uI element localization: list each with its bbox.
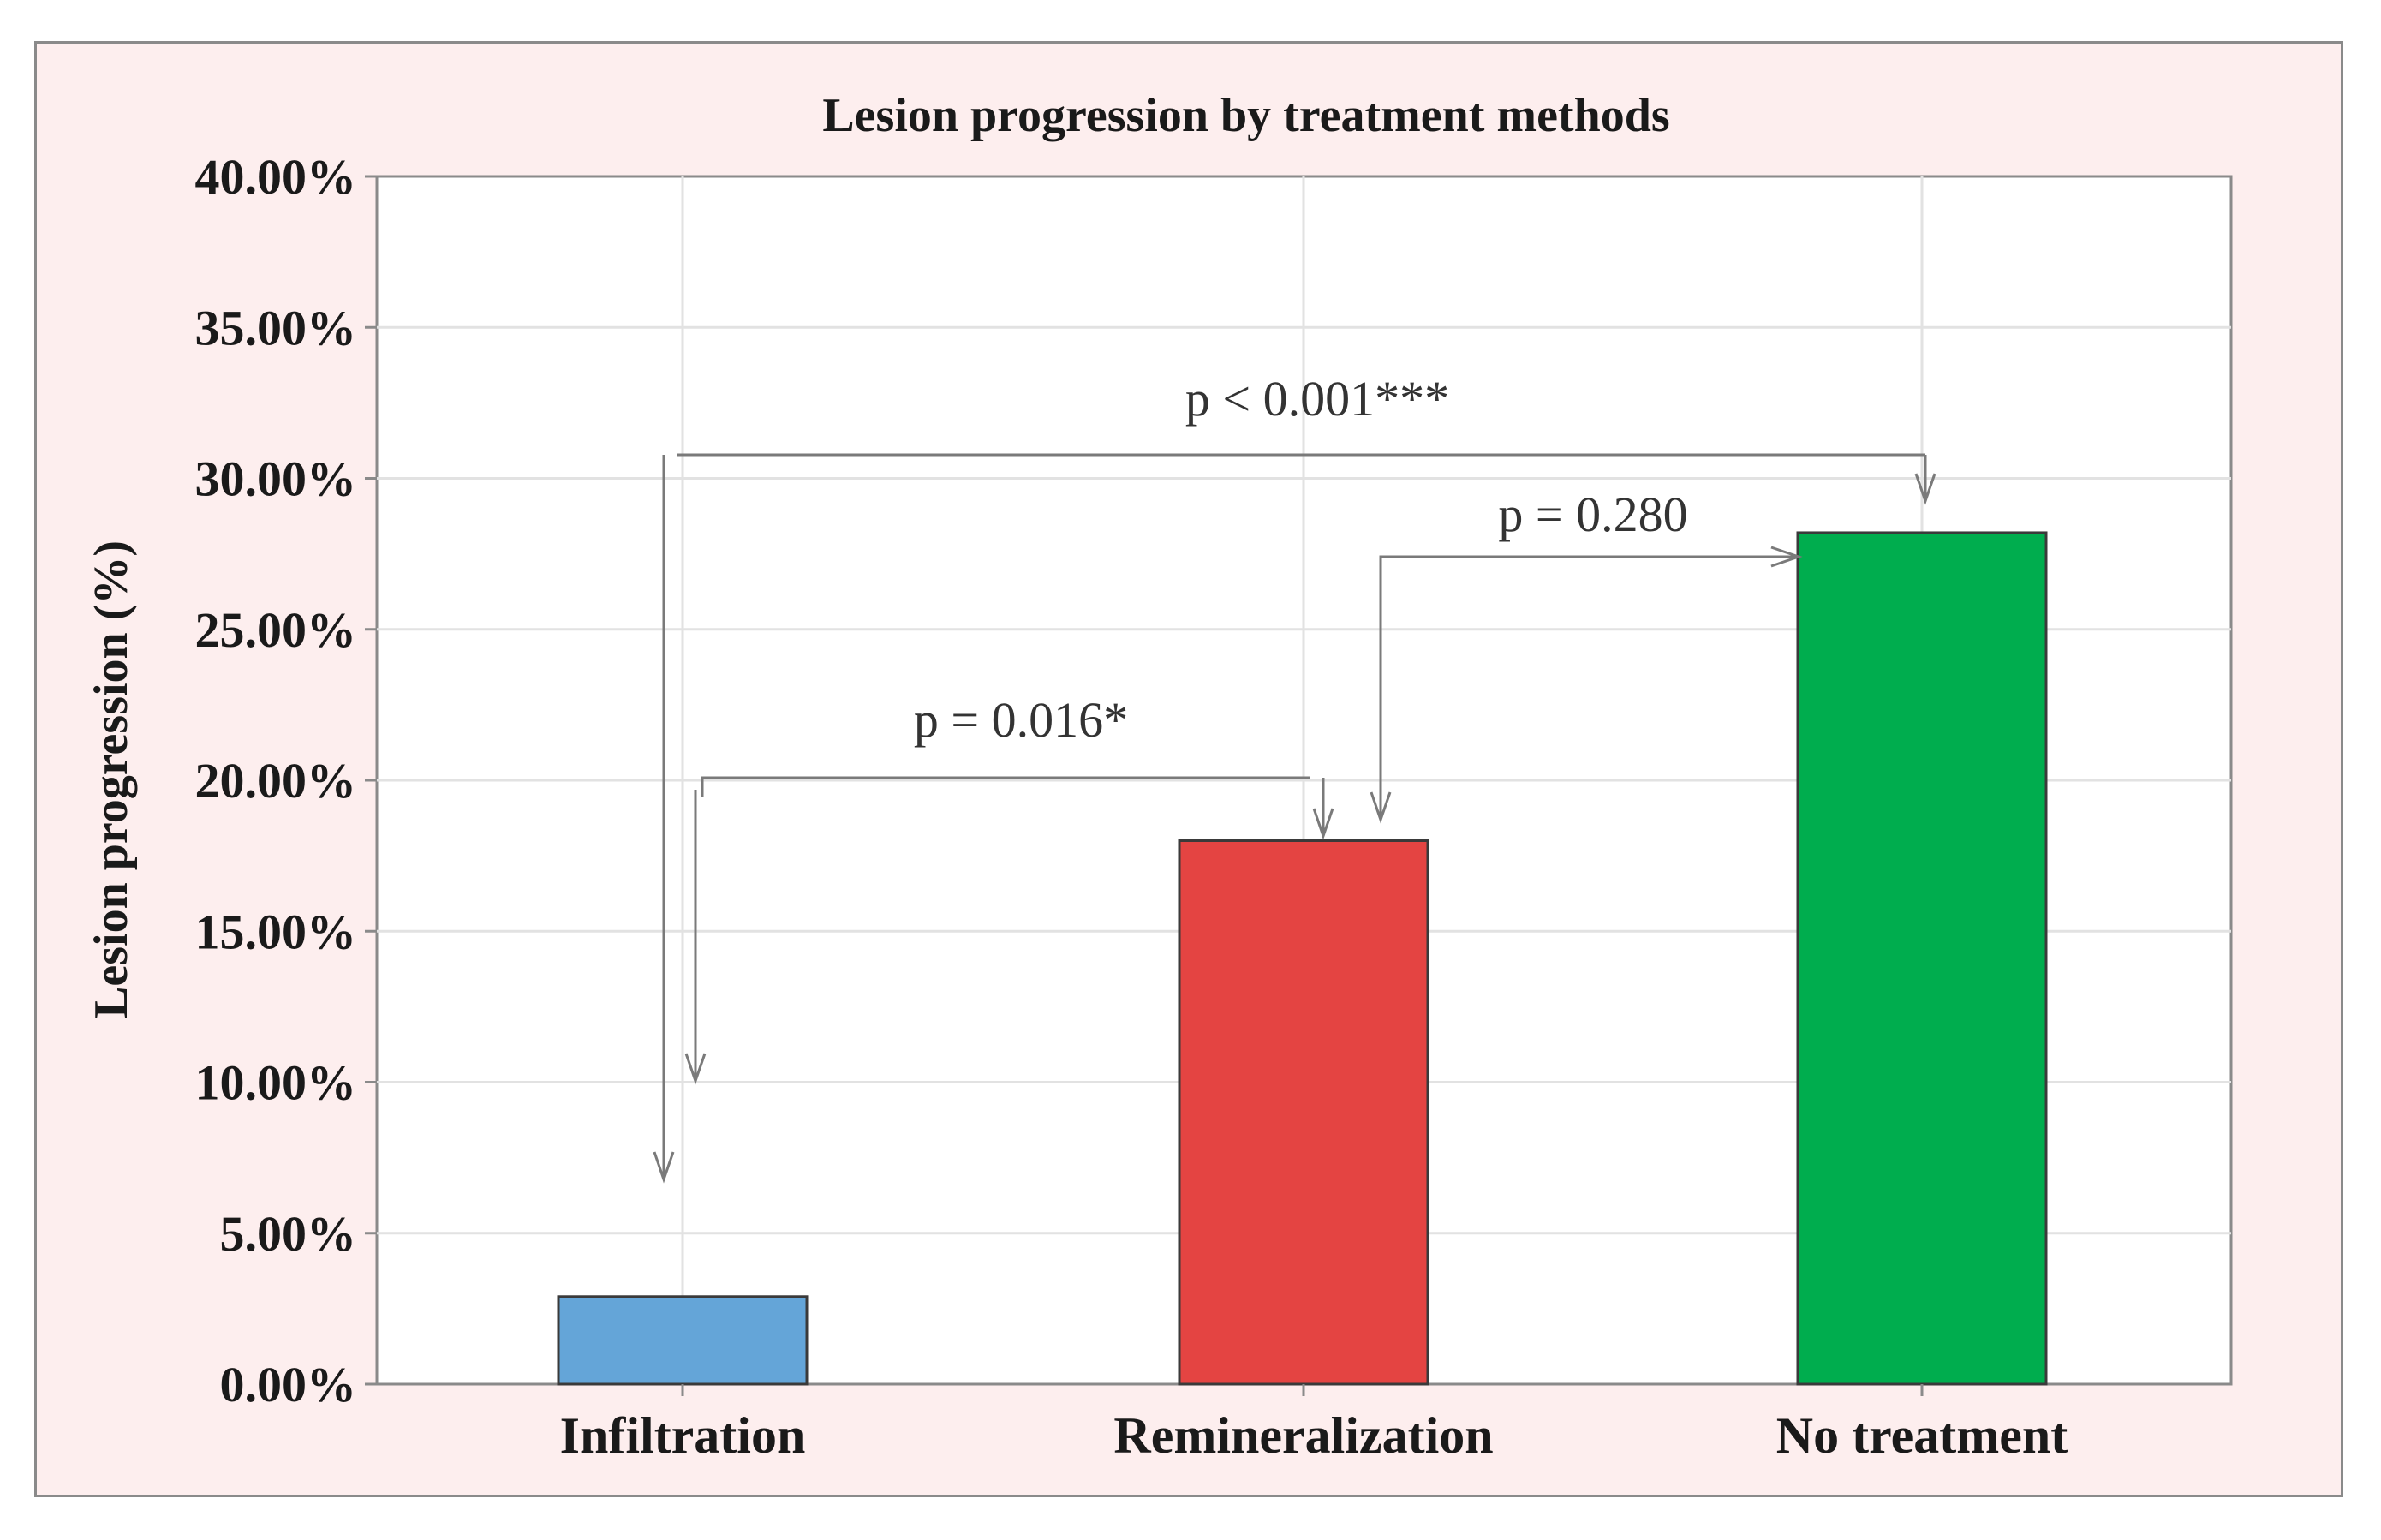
bracket-line	[694, 776, 1325, 1081]
significance-bracket: p < 0.001***	[653, 371, 1936, 1184]
bar-infiltration	[557, 1295, 809, 1386]
y-tick-label: 40.00%	[195, 149, 357, 205]
chart-title: Lesion progression by treatment methods	[822, 89, 1669, 142]
x-tick-label: Infiltration	[560, 1407, 806, 1464]
y-tick-label: 0.00%	[220, 1357, 357, 1412]
y-tick-label: 10.00%	[195, 1055, 357, 1111]
p-value-label: p < 0.001***	[1185, 371, 1449, 427]
arrow-head	[653, 1151, 675, 1184]
y-tick-label: 35.00%	[195, 300, 357, 355]
arrow-head	[1370, 791, 1392, 824]
bracket-line	[1379, 555, 1799, 820]
y-tick-label: 15.00%	[195, 904, 357, 959]
y-tick-label: 30.00%	[195, 451, 357, 507]
y-axis-label: Lesion progression (%)	[85, 540, 138, 1018]
p-value-label: p = 0.280	[1498, 486, 1687, 542]
bracket-line	[662, 453, 1927, 1179]
x-tick-label: Remineralization	[1113, 1407, 1493, 1464]
bar-no-treatment	[1796, 531, 2048, 1386]
arrow-head	[1312, 808, 1334, 840]
y-tick-label: 20.00%	[195, 753, 357, 809]
x-tick-label: No treatment	[1776, 1407, 2068, 1464]
arrow-head	[1914, 473, 1936, 505]
significance-bracket: p = 0.016*	[684, 692, 1334, 1085]
y-tick-label: 25.00%	[195, 602, 357, 658]
bar-remineralization	[1178, 839, 1429, 1386]
x-axis-ticks: Infiltration Remineralization No treatment	[560, 1384, 2068, 1464]
arrow-head	[1770, 546, 1803, 568]
y-tick-label: 5.00%	[220, 1206, 357, 1262]
significance-bracket: p = 0.280	[1370, 486, 1803, 824]
y-axis-ticks: 0.00% 5.00% 10.00% 15.00% 20.00% 25.00% 30.00%…	[195, 149, 377, 1412]
p-value-label: p = 0.016*	[914, 692, 1128, 748]
significance-annotations: p < 0.001*** p = 0.280 p = 0.016*	[653, 371, 1936, 1184]
arrow-head	[684, 1053, 707, 1085]
